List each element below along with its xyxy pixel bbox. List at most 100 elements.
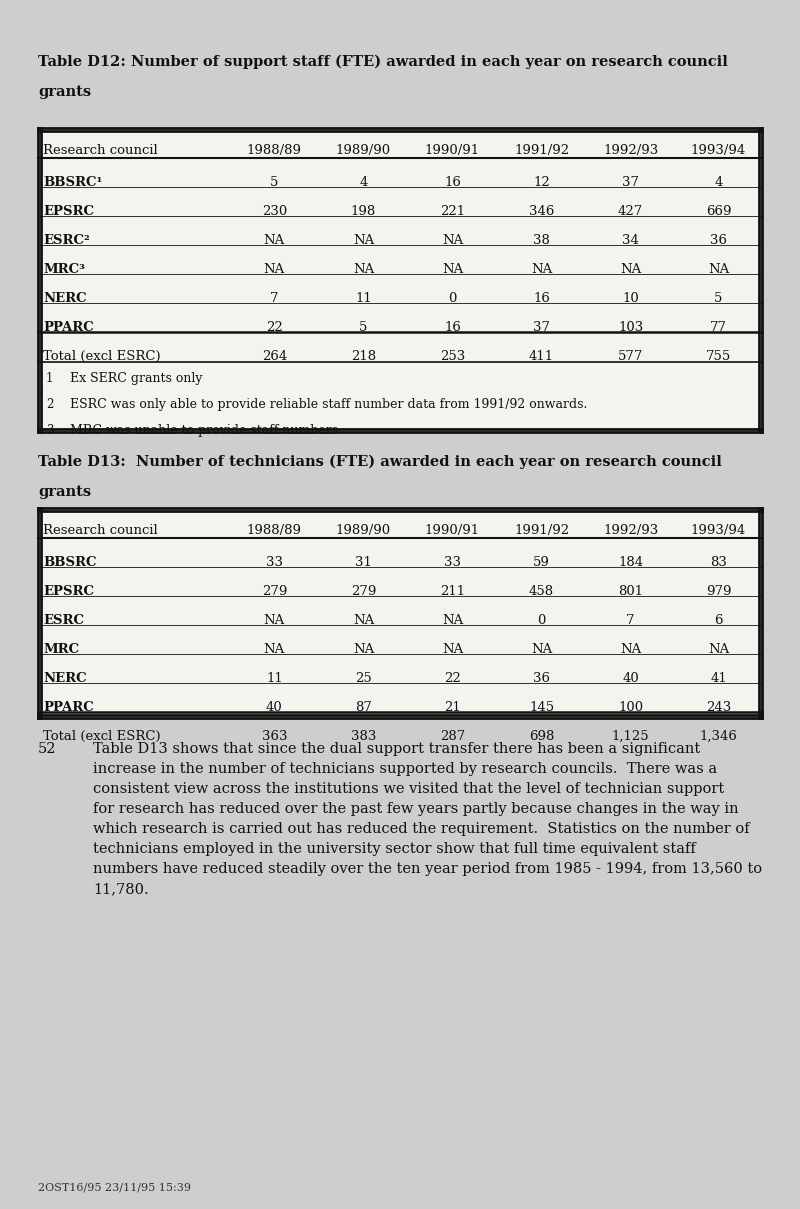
Text: NA: NA [442,264,463,276]
Text: 279: 279 [350,585,376,598]
Text: 5: 5 [714,293,722,305]
Text: 1988/89: 1988/89 [247,523,302,537]
Text: technicians employed in the university sector show that full time equivalent sta: technicians employed in the university s… [93,841,696,856]
Text: NA: NA [442,235,463,247]
Text: 103: 103 [618,322,643,334]
Text: 669: 669 [706,206,731,218]
Text: 698: 698 [529,730,554,744]
Text: NA: NA [531,264,552,276]
Text: Ex SERC grants only: Ex SERC grants only [70,372,202,384]
Text: NA: NA [264,264,285,276]
Text: NA: NA [442,643,463,656]
Text: NA: NA [620,643,642,656]
Text: MRC: MRC [43,643,79,656]
Text: 1992/93: 1992/93 [603,523,658,537]
Text: 253: 253 [440,349,465,363]
Text: 21: 21 [444,701,461,715]
Text: 12: 12 [533,177,550,189]
Text: NA: NA [620,264,642,276]
Text: 40: 40 [266,701,282,715]
Text: NA: NA [353,614,374,627]
Text: ESRC: ESRC [43,614,84,627]
Text: NERC: NERC [43,672,86,686]
Text: EPSRC: EPSRC [43,585,94,598]
Text: 16: 16 [444,322,461,334]
Text: 287: 287 [440,730,465,744]
Text: NA: NA [353,643,374,656]
Text: 33: 33 [444,556,461,569]
Text: 211: 211 [440,585,465,598]
Text: grants: grants [38,85,91,99]
Text: 145: 145 [529,701,554,715]
Text: PPARC: PPARC [43,322,94,334]
Text: 16: 16 [444,177,461,189]
Text: ESRC was only able to provide reliable staff number data from 1991/92 onwards.: ESRC was only able to provide reliable s… [70,398,587,411]
Text: 59: 59 [533,556,550,569]
Text: Total (excl ESRC): Total (excl ESRC) [43,349,161,363]
Text: 755: 755 [706,349,731,363]
Text: 36: 36 [533,672,550,686]
Text: 33: 33 [266,556,283,569]
Text: 363: 363 [262,730,287,744]
Text: 1991/92: 1991/92 [514,144,569,157]
Text: 0: 0 [448,293,457,305]
Text: 427: 427 [618,206,643,218]
Text: 2OST16/95 23/11/95 15:39: 2OST16/95 23/11/95 15:39 [38,1182,191,1193]
Text: 11: 11 [355,293,372,305]
Text: NERC: NERC [43,293,86,305]
Text: 1: 1 [46,372,54,384]
Text: 346: 346 [529,206,554,218]
Text: 41: 41 [710,672,727,686]
Text: 4: 4 [714,177,722,189]
Text: NA: NA [264,614,285,627]
Text: 3: 3 [46,424,54,436]
Text: 38: 38 [533,235,550,247]
Text: 37: 37 [533,322,550,334]
Text: 11: 11 [266,672,282,686]
Text: Research council: Research council [43,523,158,537]
Text: NA: NA [708,643,729,656]
Text: increase in the number of technicians supported by research councils.  There was: increase in the number of technicians su… [93,762,717,776]
Text: 4: 4 [359,177,368,189]
Text: 1993/94: 1993/94 [691,144,746,157]
Text: 279: 279 [262,585,287,598]
Text: 31: 31 [355,556,372,569]
Text: Research council: Research council [43,144,158,157]
Text: 7: 7 [626,614,635,627]
Text: 1989/90: 1989/90 [336,144,391,157]
Text: 11,780.: 11,780. [93,883,149,896]
Text: NA: NA [353,264,374,276]
Text: 1989/90: 1989/90 [336,523,391,537]
Text: numbers have reduced steadily over the ten year period from 1985 - 1994, from 13: numbers have reduced steadily over the t… [93,862,762,877]
Text: 10: 10 [622,293,639,305]
Text: grants: grants [38,485,91,499]
Text: 1993/94: 1993/94 [691,523,746,537]
Text: 37: 37 [622,177,639,189]
Text: 22: 22 [444,672,461,686]
Text: Table D13:  Number of technicians (FTE) awarded in each year on research council: Table D13: Number of technicians (FTE) a… [38,455,722,469]
Text: 1990/91: 1990/91 [425,144,480,157]
Text: for research has reduced over the past few years partly because changes in the w: for research has reduced over the past f… [93,802,738,816]
Text: 1,346: 1,346 [700,730,738,744]
Text: 1990/91: 1990/91 [425,523,480,537]
Text: 411: 411 [529,349,554,363]
Text: PPARC: PPARC [43,701,94,715]
Text: 458: 458 [529,585,554,598]
Text: which research is carried out has reduced the requirement.  Statistics on the nu: which research is carried out has reduce… [93,822,750,835]
Text: 979: 979 [706,585,731,598]
Text: MRC³: MRC³ [43,264,85,276]
Text: 1991/92: 1991/92 [514,523,569,537]
Text: 77: 77 [710,322,727,334]
Text: 264: 264 [262,349,287,363]
Text: 16: 16 [533,293,550,305]
Text: 1988/89: 1988/89 [247,144,302,157]
Text: 83: 83 [710,556,727,569]
Text: BBSRC: BBSRC [43,556,97,569]
Text: 6: 6 [714,614,723,627]
Text: 230: 230 [262,206,287,218]
Text: 243: 243 [706,701,731,715]
Text: NA: NA [708,264,729,276]
Text: 184: 184 [618,556,643,569]
Text: 801: 801 [618,585,643,598]
Text: 2: 2 [46,398,54,411]
